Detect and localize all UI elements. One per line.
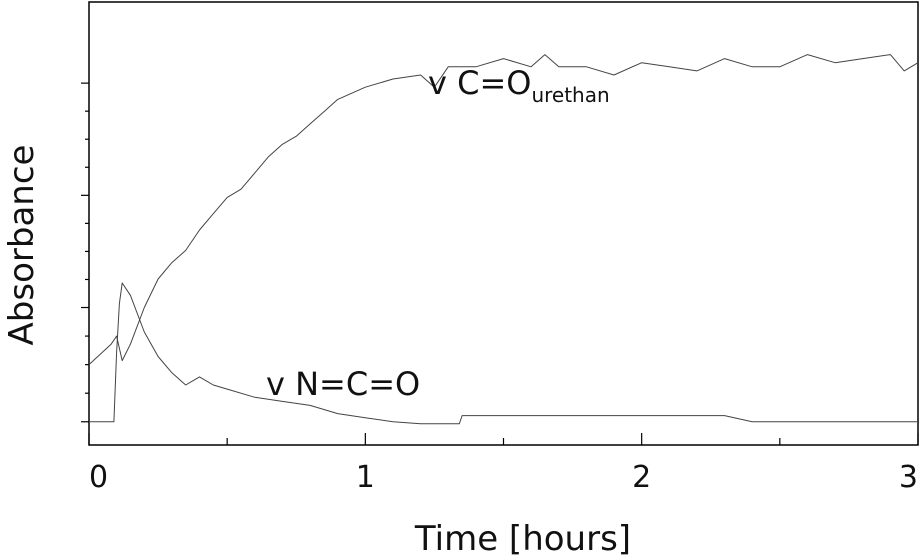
x-axis-ticks: 0 1 2 3 bbox=[88, 433, 919, 495]
y-axis-ticks bbox=[81, 82, 89, 423]
y-axis-title: Absorbance bbox=[2, 145, 42, 346]
annotation-co-main: v C=O bbox=[428, 64, 531, 102]
x-tick-label: 0 bbox=[89, 460, 108, 495]
series-line-nco bbox=[89, 282, 918, 425]
annotation-co-subscript: urethan bbox=[531, 83, 609, 107]
series-group bbox=[88, 54, 919, 425]
annotation-nco: v N=C=O bbox=[266, 365, 420, 403]
x-axis-title: Time [hours] bbox=[414, 519, 631, 559]
x-tick-label: 3 bbox=[899, 460, 918, 495]
x-tick-label: 1 bbox=[356, 460, 375, 495]
series-line-co-urethane bbox=[88, 54, 919, 365]
annotation-co-urethan: v C=Ourethan bbox=[428, 64, 610, 107]
x-tick-label: 2 bbox=[632, 460, 651, 495]
